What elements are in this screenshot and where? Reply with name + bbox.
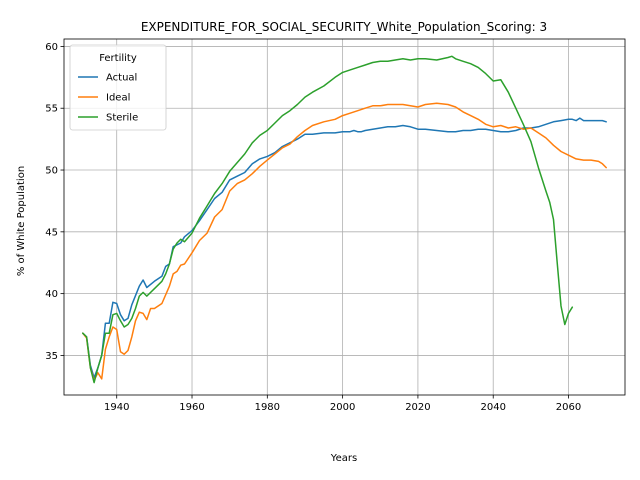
legend-title: Fertility	[99, 53, 137, 64]
legend-label-sterile: Sterile	[106, 113, 138, 124]
x-tick-label: 2020	[405, 402, 430, 413]
grid	[64, 39, 625, 395]
series-line-sterile	[82, 55, 574, 384]
legend: Fertility Actual Ideal Sterile	[69, 44, 167, 131]
x-axis-label: Years	[330, 453, 357, 464]
y-tick-label: 60	[45, 42, 58, 53]
legend-label-actual: Actual	[106, 73, 137, 84]
legend-label-ideal: Ideal	[106, 93, 130, 104]
series-line-ideal	[82, 102, 607, 381]
x-tick-label: 1960	[179, 402, 204, 413]
plot-frame	[63, 38, 626, 396]
y-tick-label: 40	[45, 289, 58, 300]
x-tick-label: 2060	[556, 402, 581, 413]
series-lines	[82, 55, 607, 384]
axis-ticks: 1940 1960 1980 2000 2020 2040 2060 35 40 45 50 55 60	[45, 42, 581, 413]
x-tick-label: 1940	[104, 402, 129, 413]
y-tick-label: 45	[45, 227, 58, 238]
y-tick-label: 35	[45, 351, 58, 362]
x-tick-label: 2040	[480, 402, 505, 413]
chart-title: EXPENDITURE_FOR_SOCIAL_SECURITY_White_Po…	[141, 20, 547, 34]
y-tick-label: 55	[45, 104, 58, 115]
y-axis-label: % of White Population	[16, 166, 27, 276]
x-tick-label: 1980	[255, 402, 280, 413]
x-tick-label: 2000	[330, 402, 355, 413]
legend-box	[69, 44, 167, 131]
y-tick-label: 50	[45, 166, 58, 177]
series-line-actual	[82, 117, 607, 379]
